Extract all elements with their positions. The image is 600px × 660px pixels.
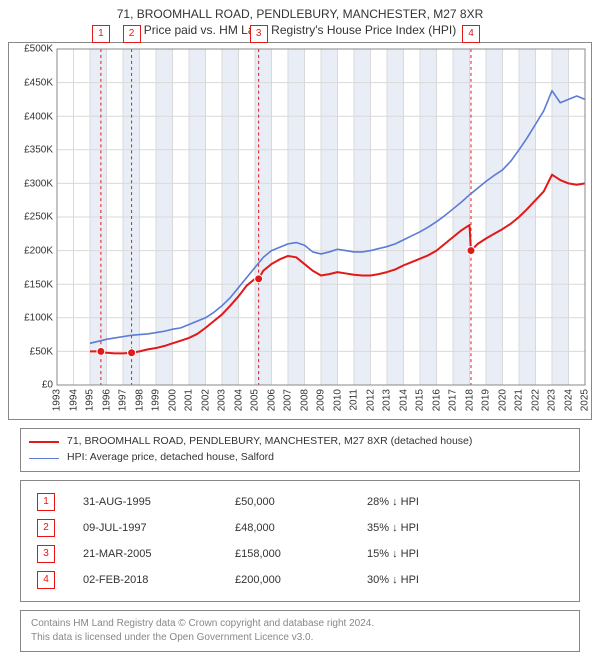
sale-date: 02-FEB-2018 xyxy=(77,567,229,593)
chart-frame: £0£50K£100K£150K£200K£250K£300K£350K£400… xyxy=(8,42,592,420)
footer: Contains HM Land Registry data © Crown c… xyxy=(20,610,580,652)
sale-number-box: 1 xyxy=(37,493,55,511)
x-tick-label: 1997 xyxy=(118,389,129,411)
sale-marker-label: 3 xyxy=(250,25,268,43)
x-tick-label: 2019 xyxy=(481,389,492,411)
y-tick-label: £50K xyxy=(30,346,53,357)
y-tick-label: £300K xyxy=(24,178,53,189)
legend-swatch xyxy=(29,458,59,459)
footer-line-2: This data is licensed under the Open Gov… xyxy=(31,631,569,645)
x-tick-label: 2001 xyxy=(184,389,195,411)
sale-number-box: 4 xyxy=(37,571,55,589)
y-tick-label: £500K xyxy=(24,44,53,55)
x-tick-label: 2017 xyxy=(448,389,459,411)
title-line-1: 71, BROOMHALL ROAD, PENDLEBURY, MANCHEST… xyxy=(8,6,592,22)
x-tick-label: 2015 xyxy=(415,389,426,411)
plot-area: £0£50K£100K£150K£200K£250K£300K£350K£400… xyxy=(57,49,585,385)
legend-label: 71, BROOMHALL ROAD, PENDLEBURY, MANCHEST… xyxy=(67,434,472,450)
x-tick-label: 2005 xyxy=(250,389,261,411)
x-tick-label: 2013 xyxy=(382,389,393,411)
y-tick-label: £150K xyxy=(24,279,53,290)
sale-delta: 30% ↓ HPI xyxy=(361,567,569,593)
legend-swatch xyxy=(29,441,59,443)
legend-row: 71, BROOMHALL ROAD, PENDLEBURY, MANCHEST… xyxy=(29,434,571,450)
sale-number-box: 2 xyxy=(37,519,55,537)
y-tick-label: £250K xyxy=(24,212,53,223)
sale-number-box: 3 xyxy=(37,545,55,563)
x-tick-label: 2006 xyxy=(266,389,277,411)
sale-price: £158,000 xyxy=(229,541,361,567)
sale-marker-label: 4 xyxy=(462,25,480,43)
y-tick-label: £100K xyxy=(24,313,53,324)
sale-date: 31-AUG-1995 xyxy=(77,489,229,515)
sale-delta: 28% ↓ HPI xyxy=(361,489,569,515)
x-tick-label: 2021 xyxy=(514,389,525,411)
x-tick-label: 2011 xyxy=(349,389,360,411)
table-row: 3 21-MAR-2005£158,00015% ↓ HPI xyxy=(31,541,569,567)
x-tick-label: 1998 xyxy=(134,389,145,411)
x-tick-label: 2004 xyxy=(233,389,244,411)
y-tick-label: £200K xyxy=(24,245,53,256)
table-row: 2 09-JUL-1997£48,00035% ↓ HPI xyxy=(31,515,569,541)
x-tick-label: 2010 xyxy=(332,389,343,411)
x-tick-label: 1995 xyxy=(85,389,96,411)
x-tick-label: 2007 xyxy=(283,389,294,411)
footer-line-1: Contains HM Land Registry data © Crown c… xyxy=(31,617,569,631)
x-tick-label: 1999 xyxy=(151,389,162,411)
legend-label: HPI: Average price, detached house, Salf… xyxy=(67,450,274,466)
y-tick-label: £450K xyxy=(24,77,53,88)
sale-delta: 15% ↓ HPI xyxy=(361,541,569,567)
x-tick-label: 1994 xyxy=(68,389,79,411)
sale-date: 21-MAR-2005 xyxy=(77,541,229,567)
sale-date: 09-JUL-1997 xyxy=(77,515,229,541)
y-tick-label: £400K xyxy=(24,111,53,122)
table-row: 4 02-FEB-2018£200,00030% ↓ HPI xyxy=(31,567,569,593)
sale-delta: 35% ↓ HPI xyxy=(361,515,569,541)
x-tick-label: 2022 xyxy=(530,389,541,411)
legend: 71, BROOMHALL ROAD, PENDLEBURY, MANCHEST… xyxy=(20,428,580,472)
sale-price: £50,000 xyxy=(229,489,361,515)
x-tick-label: 2023 xyxy=(547,389,558,411)
sales-table: 1 31-AUG-1995£50,00028% ↓ HPI 2 09-JUL-1997… xyxy=(31,489,569,593)
plot-svg xyxy=(57,49,585,385)
x-tick-label: 2024 xyxy=(563,389,574,411)
x-tick-label: 2009 xyxy=(316,389,327,411)
x-tick-label: 2014 xyxy=(398,389,409,411)
x-tick-label: 1996 xyxy=(101,389,112,411)
page: 71, BROOMHALL ROAD, PENDLEBURY, MANCHEST… xyxy=(0,0,600,660)
sale-marker-label: 2 xyxy=(123,25,141,43)
x-tick-label: 1993 xyxy=(52,389,63,411)
x-tick-label: 2002 xyxy=(200,389,211,411)
legend-row: HPI: Average price, detached house, Salf… xyxy=(29,450,571,466)
sales-panel: 1 31-AUG-1995£50,00028% ↓ HPI 2 09-JUL-1997… xyxy=(20,480,580,602)
table-row: 1 31-AUG-1995£50,00028% ↓ HPI xyxy=(31,489,569,515)
x-tick-label: 2003 xyxy=(217,389,228,411)
x-tick-label: 2016 xyxy=(431,389,442,411)
x-tick-label: 2020 xyxy=(497,389,508,411)
x-tick-label: 2018 xyxy=(464,389,475,411)
sale-price: £200,000 xyxy=(229,567,361,593)
y-tick-label: £350K xyxy=(24,145,53,156)
x-tick-label: 2012 xyxy=(365,389,376,411)
sale-marker-label: 1 xyxy=(92,25,110,43)
sale-price: £48,000 xyxy=(229,515,361,541)
x-tick-label: 2008 xyxy=(299,389,310,411)
x-tick-label: 2025 xyxy=(580,389,591,411)
x-tick-label: 2000 xyxy=(167,389,178,411)
